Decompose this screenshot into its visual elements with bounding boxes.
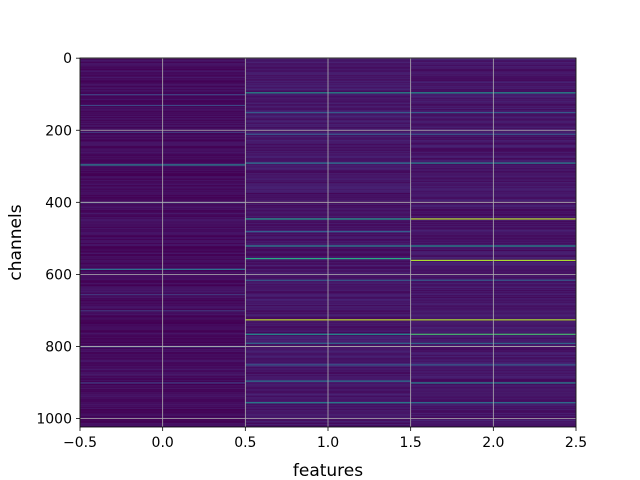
x-tick-label: 0.5 [234, 435, 256, 451]
x-tick-label: 1.0 [317, 435, 339, 451]
y-tick-label: 0 [63, 51, 72, 67]
x-axis-label: features [293, 461, 363, 480]
y-tick-label: 800 [45, 339, 72, 355]
x-tick-label: 1.5 [400, 435, 422, 451]
y-tick-label: 1000 [36, 412, 72, 428]
x-tick-label: −0.5 [63, 435, 97, 451]
y-axis-label: channels [6, 204, 26, 280]
x-axis-ticks: −0.5 0.0 0.5 1.0 1.5 2.0 2.5 [63, 427, 587, 451]
y-tick-label: 600 [45, 267, 72, 283]
y-tick-label: 200 [45, 123, 72, 139]
x-tick-label: 2.5 [565, 435, 587, 451]
y-axis-ticks: 0 200 400 600 800 1000 [36, 51, 80, 428]
x-tick-label: 0.0 [152, 435, 174, 451]
y-tick-label: 400 [45, 195, 72, 211]
x-tick-label: 2.0 [482, 435, 504, 451]
